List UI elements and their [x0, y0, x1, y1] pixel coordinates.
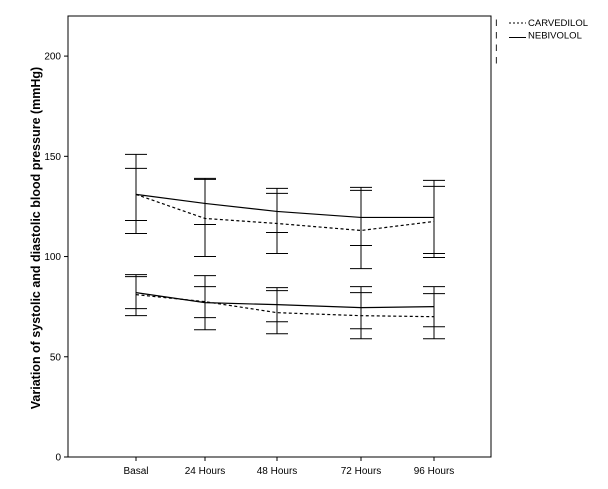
legend-error-marker: I — [495, 56, 498, 67]
y-axis-title: Variation of systolic and diastolic bloo… — [29, 67, 43, 409]
series-line — [135, 292, 435, 309]
x-tick-label: 72 Hours — [341, 466, 382, 477]
y-tick-label: 150 — [44, 152, 61, 163]
x-tick-label: 96 Hours — [414, 466, 455, 477]
plot-frame — [67, 15, 492, 458]
series-line — [135, 193, 434, 219]
y-tick-label: 0 — [55, 453, 61, 464]
series-nebivolol-diastolic — [125, 276, 445, 330]
y-tick-label: 200 — [44, 52, 61, 63]
y-tick-label: 50 — [50, 352, 62, 363]
plot-area — [67, 15, 492, 458]
series-nebivolol-systolic — [125, 167, 445, 255]
y-tick-label: 100 — [44, 252, 61, 263]
series-layer — [125, 153, 445, 340]
legend-label-nebivolol: NEBIVOLOL — [528, 31, 582, 42]
legend-error-marker: I — [495, 31, 498, 42]
legend-error-marker: I — [495, 43, 498, 54]
x-tick-label: 24 Hours — [185, 466, 226, 477]
x-tick-label: 48 Hours — [257, 466, 298, 477]
legend-label-carvedilol: CARVEDILOL — [528, 18, 588, 29]
x-tick-label: Basal — [123, 466, 148, 477]
y-axis: 0 50 100 150 200 — [44, 52, 68, 464]
series-line — [135, 294, 435, 318]
legend-error-marker: I — [495, 18, 498, 29]
x-axis: Basal 24 Hours 48 Hours 72 Hours 96 Hours — [123, 457, 454, 477]
